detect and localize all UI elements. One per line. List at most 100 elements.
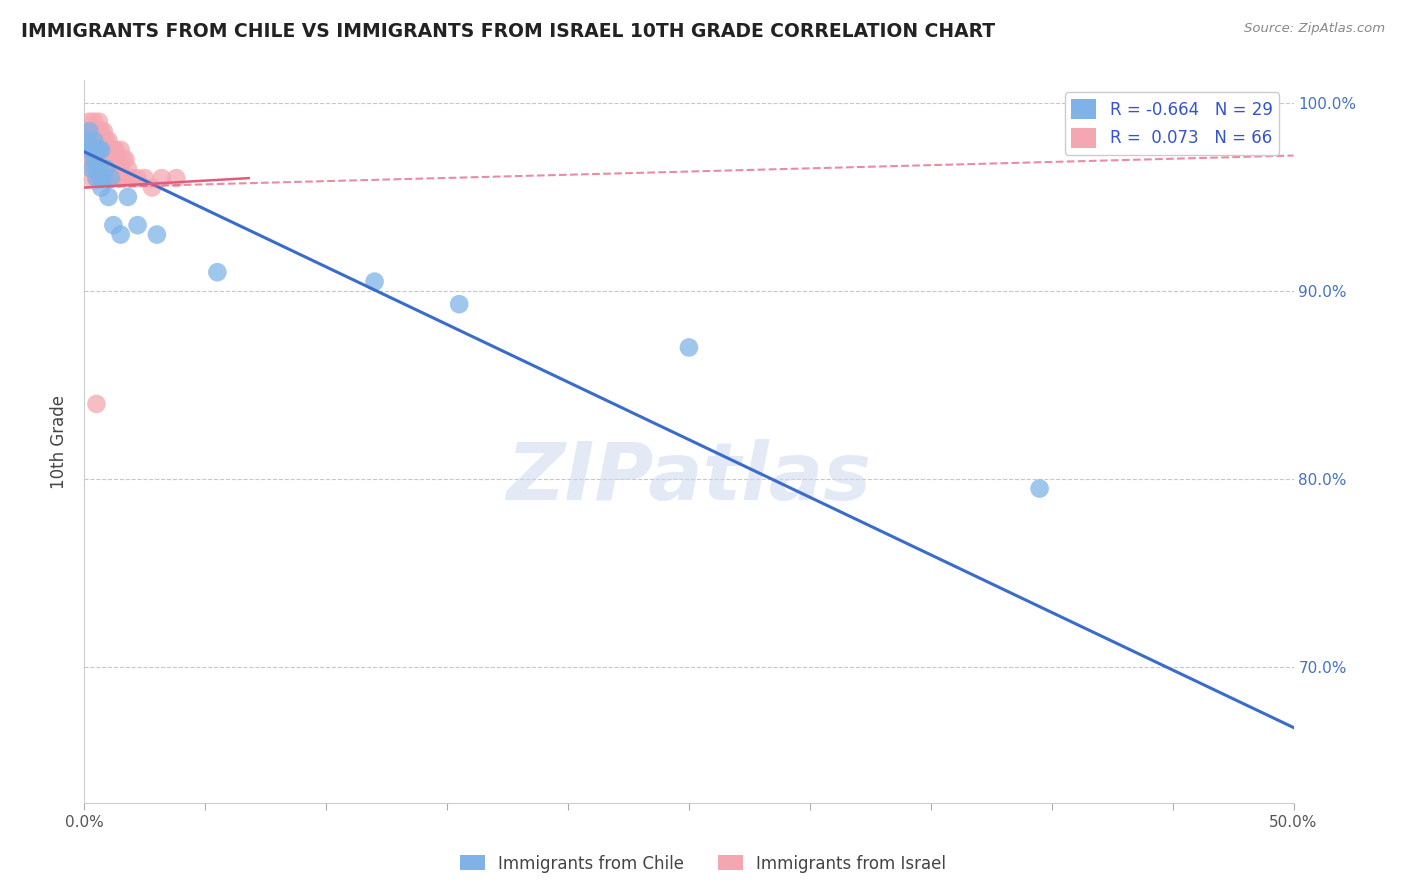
Point: [134, 171, 156, 186]
Point: [97, 190, 120, 204]
Point: [83, 143, 105, 157]
Point: [86, 397, 108, 411]
Point: [86, 171, 108, 186]
Point: [100, 171, 122, 186]
Point: [90, 171, 112, 186]
Point: [110, 143, 132, 157]
Text: ZIPatlas: ZIPatlas: [506, 439, 872, 516]
Point: [87, 171, 110, 186]
Point: [100, 143, 122, 157]
Point: [363, 275, 385, 289]
Point: [114, 171, 136, 186]
Point: [110, 227, 132, 242]
Point: [93, 171, 115, 186]
Point: [93, 124, 115, 138]
Point: [90, 143, 112, 157]
Point: [94, 161, 117, 176]
Point: [127, 218, 149, 232]
Point: [100, 161, 122, 176]
Point: [77, 153, 100, 167]
Point: [76, 133, 98, 147]
Point: [77, 114, 100, 128]
Point: [207, 265, 229, 279]
Point: [150, 171, 173, 186]
Point: [77, 124, 100, 138]
Point: [146, 227, 169, 242]
Point: [77, 143, 100, 157]
Point: [80, 143, 103, 157]
Point: [80, 143, 103, 157]
Text: Source: ZipAtlas.com: Source: ZipAtlas.com: [1244, 22, 1385, 36]
Point: [86, 124, 108, 138]
Point: [94, 143, 117, 157]
Point: [114, 153, 136, 167]
Point: [107, 153, 129, 167]
Point: [77, 143, 100, 157]
Point: [90, 133, 112, 147]
Point: [87, 114, 110, 128]
Point: [141, 180, 163, 194]
Legend: Immigrants from Chile, Immigrants from Israel: Immigrants from Chile, Immigrants from I…: [453, 848, 953, 880]
Point: [87, 143, 110, 157]
Point: [107, 171, 129, 186]
Point: [110, 161, 132, 176]
Point: [117, 161, 139, 176]
Point: [94, 161, 117, 176]
Point: [104, 161, 127, 176]
Point: [80, 133, 103, 147]
Point: [86, 153, 108, 167]
Point: [678, 341, 700, 355]
Point: [83, 114, 105, 128]
Point: [121, 171, 143, 186]
Point: [80, 161, 103, 176]
Point: [94, 133, 117, 147]
Point: [83, 124, 105, 138]
Point: [97, 171, 120, 186]
Point: [1028, 482, 1050, 496]
Point: [120, 171, 142, 186]
Point: [90, 143, 112, 157]
Point: [83, 153, 105, 167]
Point: [93, 153, 115, 167]
Point: [127, 171, 149, 186]
Point: [76, 153, 98, 167]
Point: [93, 171, 115, 186]
Point: [93, 143, 115, 157]
Point: [449, 297, 471, 311]
Legend: R = -0.664   N = 29, R =  0.073   N = 66: R = -0.664 N = 29, R = 0.073 N = 66: [1064, 92, 1279, 154]
Point: [112, 153, 135, 167]
Point: [80, 161, 103, 176]
Point: [86, 143, 108, 157]
Point: [97, 153, 120, 167]
Point: [77, 124, 100, 138]
Point: [80, 124, 103, 138]
Point: [103, 143, 125, 157]
Point: [80, 171, 103, 186]
Point: [90, 124, 112, 138]
Point: [76, 133, 98, 147]
Point: [90, 180, 112, 194]
Point: [87, 124, 110, 138]
Point: [90, 171, 112, 186]
Point: [86, 161, 108, 176]
Point: [104, 143, 127, 157]
Point: [87, 143, 110, 157]
Point: [97, 143, 120, 157]
Point: [103, 218, 125, 232]
Point: [83, 153, 105, 167]
Point: [87, 161, 110, 176]
Point: [103, 171, 125, 186]
Point: [90, 153, 112, 167]
Point: [117, 190, 139, 204]
Point: [104, 171, 127, 186]
Point: [83, 161, 105, 176]
Point: [86, 171, 108, 186]
Point: [80, 153, 103, 167]
Text: IMMIGRANTS FROM CHILE VS IMMIGRANTS FROM ISRAEL 10TH GRADE CORRELATION CHART: IMMIGRANTS FROM CHILE VS IMMIGRANTS FROM…: [21, 22, 995, 41]
Point: [97, 133, 120, 147]
Point: [165, 171, 187, 186]
Point: [86, 133, 108, 147]
Y-axis label: 10th Grade: 10th Grade: [51, 394, 69, 489]
Point: [86, 143, 108, 157]
Point: [83, 133, 105, 147]
